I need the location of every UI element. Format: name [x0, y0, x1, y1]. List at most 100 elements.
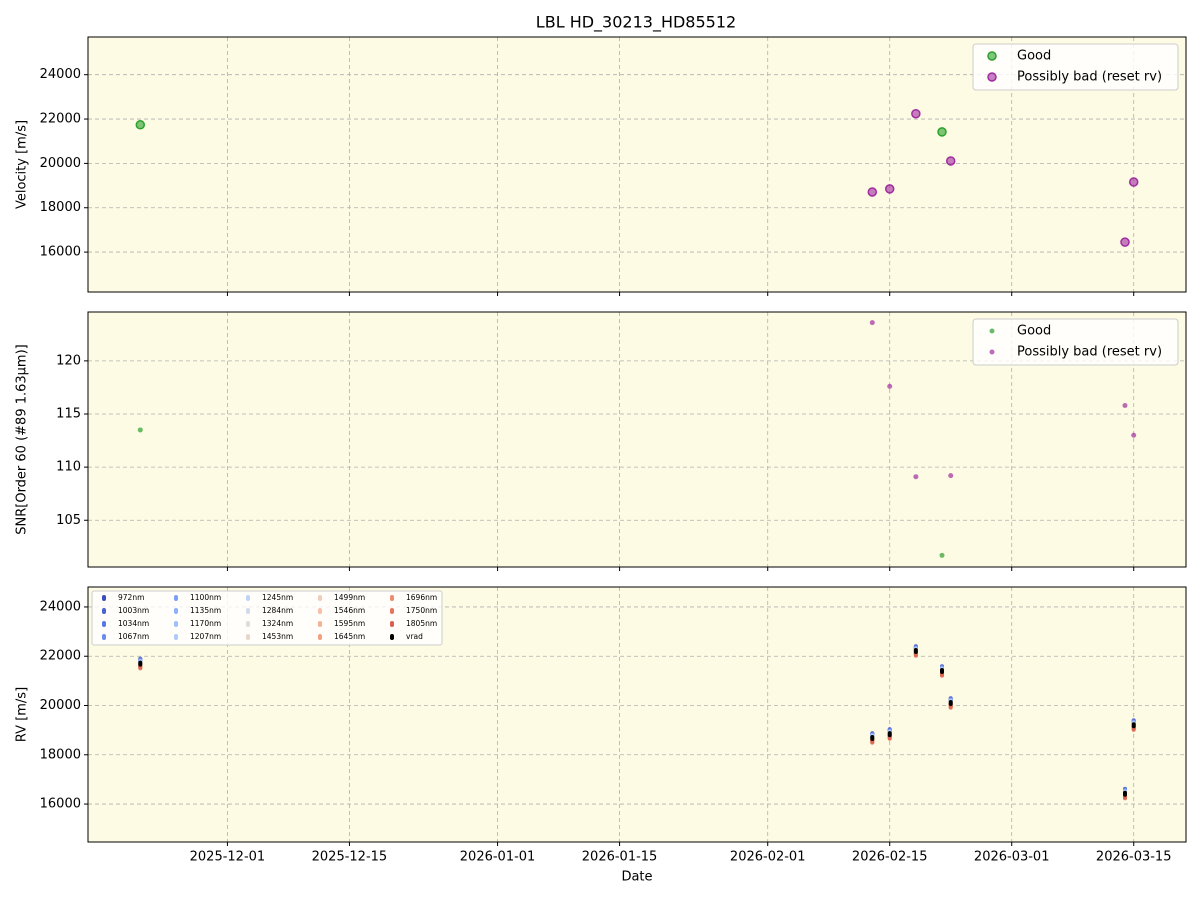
velocity-point	[945, 156, 956, 166]
legend-marker	[174, 621, 178, 627]
legend-label: 1595nm	[334, 619, 365, 628]
legend-marker	[246, 621, 250, 627]
velocity-point	[911, 108, 921, 119]
legend-marker	[174, 608, 178, 614]
y-tick-label: 16000	[40, 245, 81, 260]
snr-point	[939, 552, 945, 558]
velocity-point	[884, 184, 895, 194]
rv-point	[138, 660, 143, 667]
legend-marker	[102, 608, 106, 614]
plot-frame	[87, 586, 1187, 843]
legend-label: 1067nm	[118, 632, 149, 641]
x-tick-label: 2026-03-01	[974, 850, 1050, 865]
y-tick-label: 115	[56, 407, 81, 422]
legend-label: vrad	[406, 632, 423, 641]
legend-marker	[318, 608, 322, 614]
legend-marker	[987, 51, 997, 61]
y-tick-label: 24000	[40, 67, 81, 82]
legend-label: 1003nm	[118, 606, 149, 615]
snr-point	[948, 473, 954, 479]
legend-label: Good	[1017, 49, 1051, 64]
y-tick-label: 18000	[40, 200, 81, 215]
legend-marker	[246, 608, 250, 614]
x-tick-label: 2026-02-01	[730, 850, 806, 865]
x-axis-label: Date	[621, 870, 652, 885]
snr-point	[1122, 403, 1128, 408]
legend-label: 1100nm	[190, 593, 221, 602]
velocity-point	[1128, 177, 1139, 187]
rv-point	[1131, 722, 1136, 729]
legend-label: 1324nm	[262, 619, 293, 628]
y-tick-label: 110	[56, 460, 81, 475]
legend-label: 1245nm	[262, 593, 293, 602]
legend-label: 1499nm	[334, 593, 365, 602]
legend-label: 972nm	[118, 593, 144, 602]
legend-box	[972, 318, 1179, 366]
legend-label: 1170nm	[190, 619, 221, 628]
y-tick-label: 20000	[40, 698, 81, 713]
legend-label: 1696nm	[406, 593, 437, 602]
x-tick-label: 2026-03-15	[1096, 850, 1172, 865]
legend-marker	[174, 595, 178, 601]
y-tick-label: 24000	[40, 599, 81, 614]
y-tick-label: 22000	[40, 649, 81, 664]
rv-point	[1123, 790, 1127, 797]
snr-point	[887, 383, 893, 389]
y-axis-label: Velocity [m/s]	[15, 120, 30, 209]
chart-title: LBL HD_30213_HD85512	[536, 13, 736, 33]
legend-marker	[390, 595, 394, 601]
y-axis-label: SNR[Order 60 (#89 1.63μm)]	[15, 344, 30, 535]
legend-label: 1135nm	[190, 606, 221, 615]
x-tick-label: 2026-02-15	[852, 850, 928, 865]
y-tick-label: 22000	[40, 112, 81, 127]
legend-marker	[987, 72, 997, 82]
legend-marker	[390, 621, 394, 627]
rv-point	[887, 731, 892, 738]
rv-point	[948, 700, 953, 707]
y-tick-label: 105	[56, 513, 81, 528]
snr-point	[869, 320, 875, 326]
velocity-point	[867, 187, 878, 197]
legend-label: 1034nm	[118, 619, 149, 628]
legend-marker	[318, 621, 322, 627]
legend-box	[91, 590, 443, 646]
y-tick-label: 18000	[40, 747, 81, 762]
legend-label: Possibly bad (reset rv)	[1017, 345, 1162, 360]
legend-marker	[246, 595, 250, 601]
legend-label: 1805nm	[406, 619, 437, 628]
legend-label: 1645nm	[334, 632, 365, 641]
x-tick-label: 2026-01-15	[582, 850, 658, 865]
legend-marker	[390, 608, 394, 614]
legend-label: 1546nm	[334, 606, 365, 615]
y-tick-label: 20000	[40, 156, 81, 171]
legend-marker	[174, 634, 178, 640]
y-tick-label: 120	[56, 353, 81, 368]
x-tick-label: 2025-12-15	[312, 850, 388, 865]
snr-point	[913, 474, 919, 480]
legend-marker	[102, 595, 106, 601]
rv-point	[940, 668, 944, 675]
velocity-point	[937, 127, 947, 137]
velocity-point	[135, 120, 146, 130]
legend-marker	[318, 595, 322, 601]
legend-label: Good	[1017, 324, 1051, 339]
x-tick-label: 2026-01-01	[460, 850, 536, 865]
snr-point	[1131, 432, 1137, 438]
legend-marker	[102, 621, 106, 627]
legend-label: 1453nm	[262, 632, 293, 641]
x-tick-label: 2025-12-01	[190, 850, 266, 865]
legend-label: 1207nm	[190, 632, 221, 641]
legend-marker	[318, 634, 322, 640]
legend-marker	[390, 634, 394, 640]
rv-point	[870, 735, 875, 742]
legend-box	[972, 43, 1179, 91]
legend-marker	[246, 634, 250, 640]
snr-point	[137, 427, 143, 433]
legend-marker	[102, 634, 106, 640]
y-axis-label: RV [m/s]	[15, 687, 30, 742]
legend-label: 1750nm	[406, 606, 437, 615]
legend-marker	[989, 349, 995, 355]
legend-label: Possibly bad (reset rv)	[1017, 70, 1162, 85]
legend-label: 1284nm	[262, 606, 293, 615]
